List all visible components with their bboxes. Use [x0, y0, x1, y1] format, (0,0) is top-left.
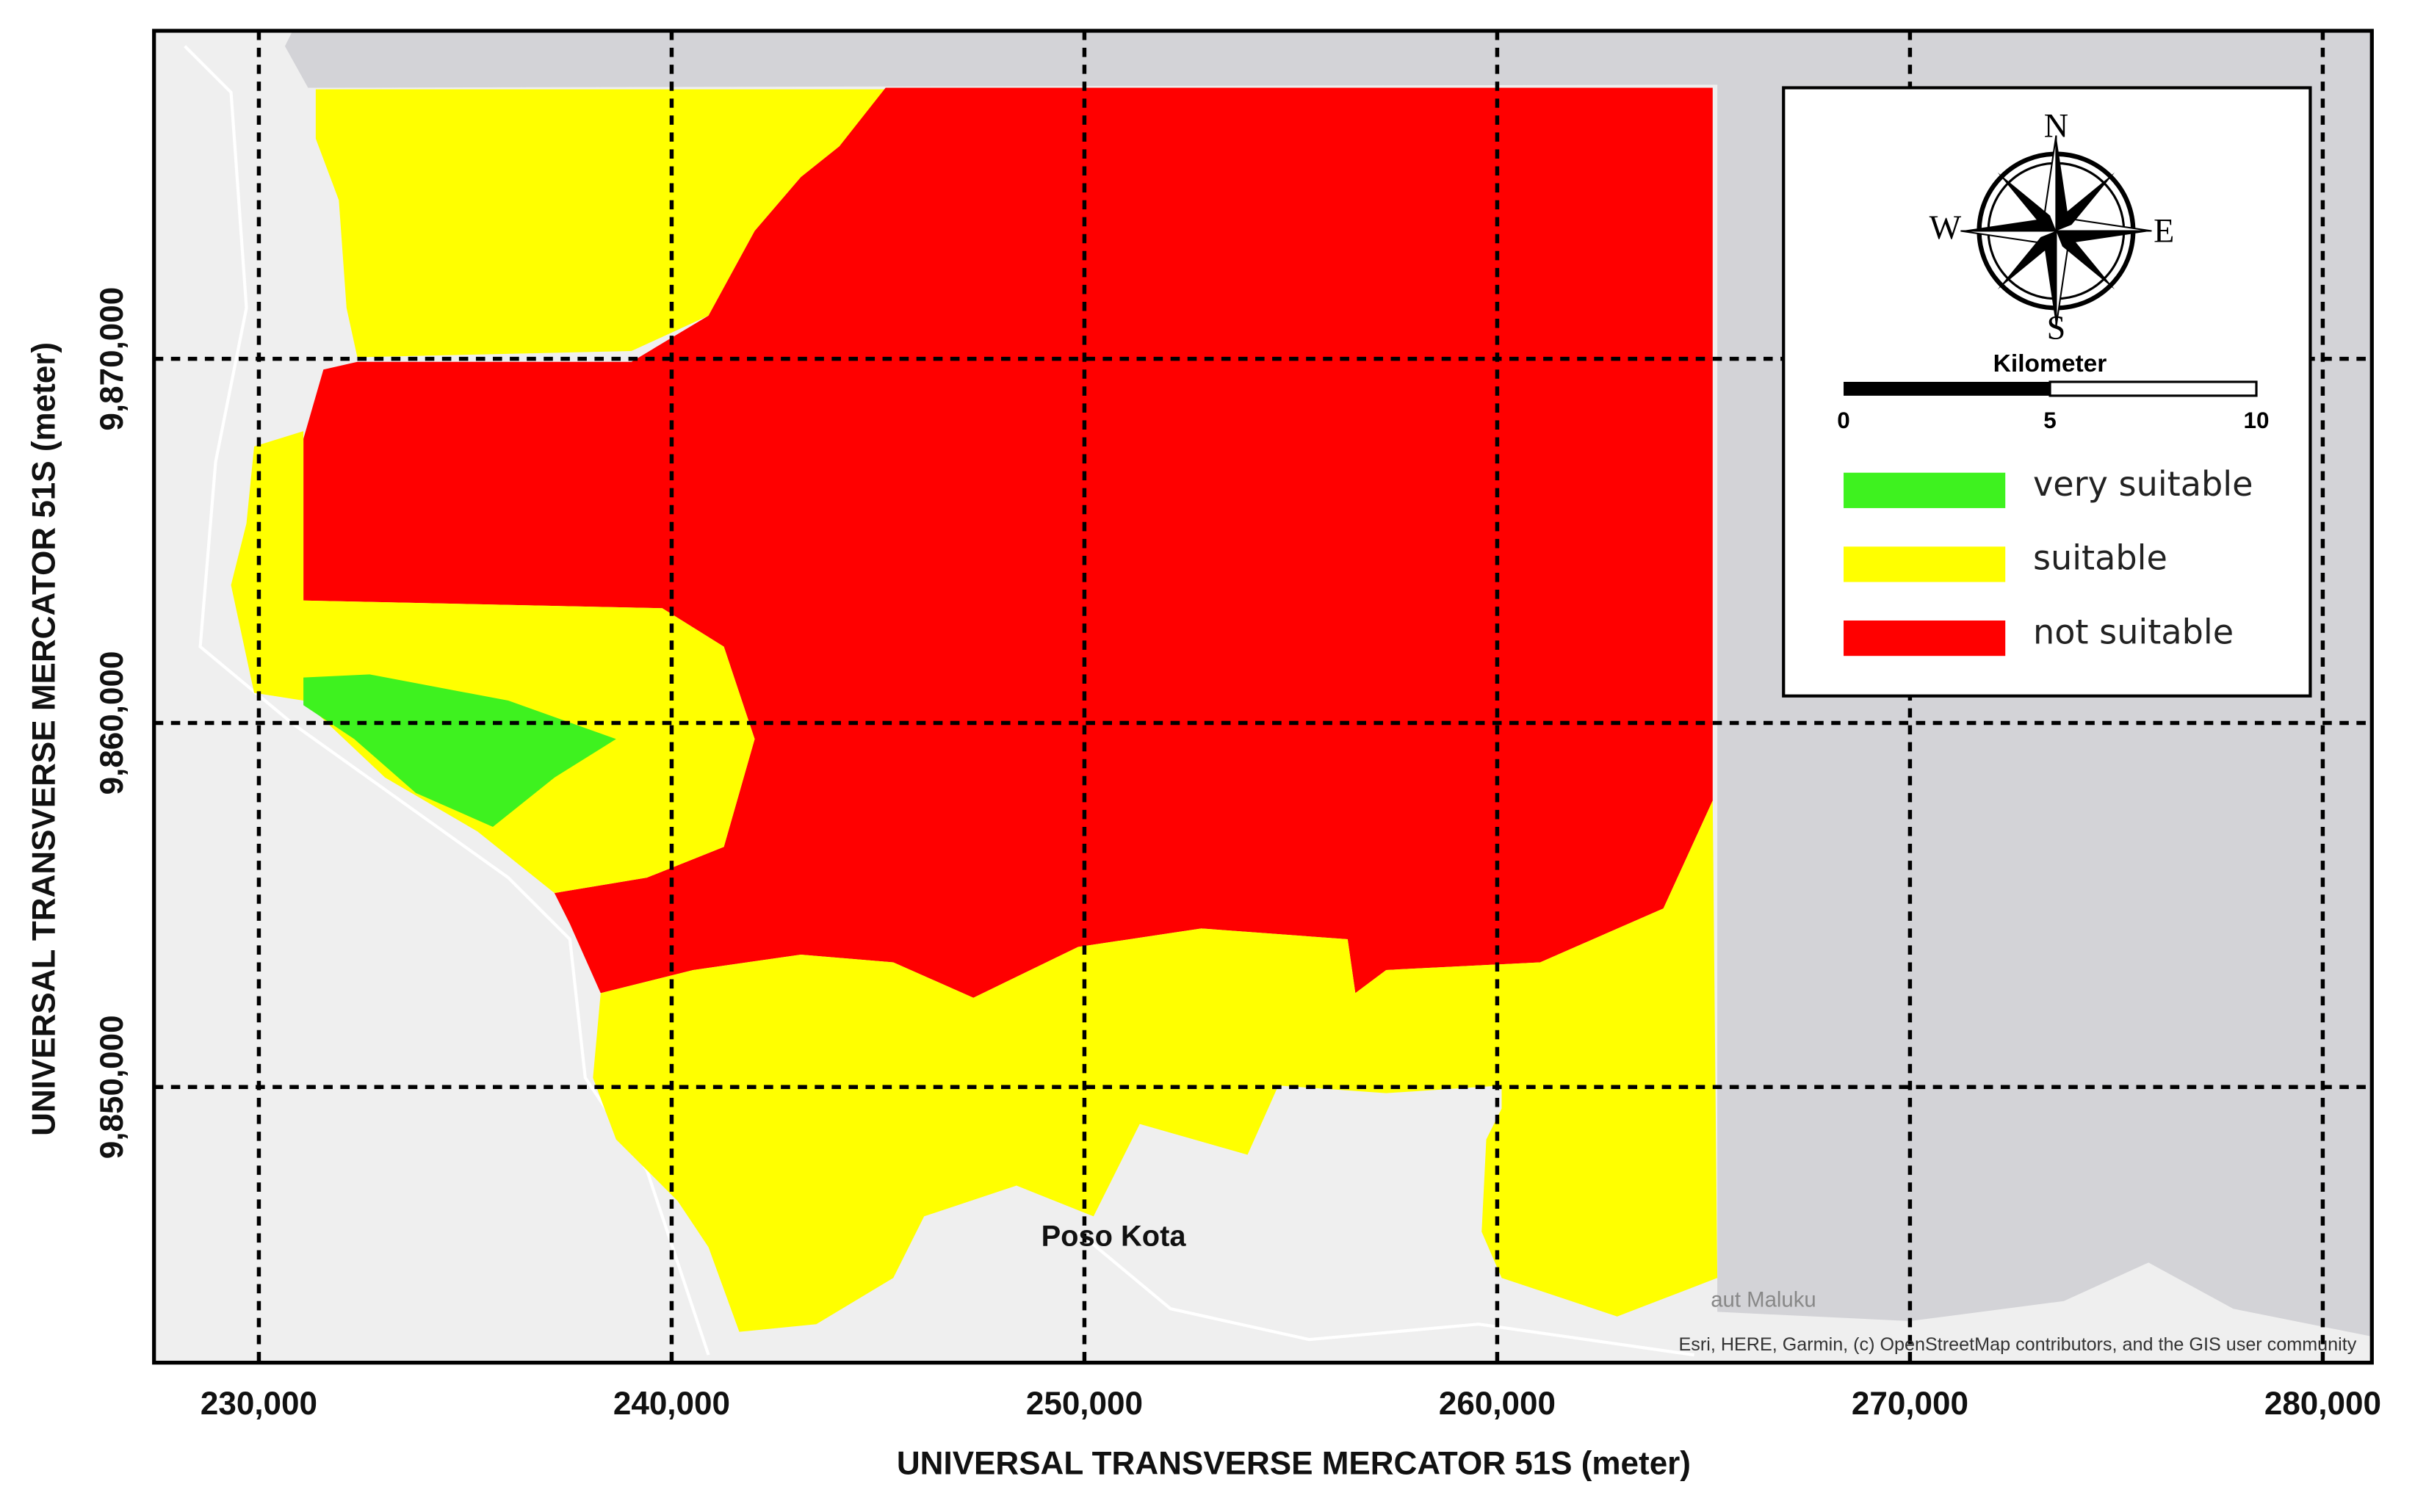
scale-tick-label: 10 [2244, 408, 2270, 433]
map-frame [152, 29, 2374, 1365]
place-label: aut Maluku [1711, 1287, 1816, 1312]
legend-swatch [1844, 620, 2006, 656]
x-axis-title: UNIVERSAL TRANSVERSE MERCATOR 51S (meter… [897, 1446, 1691, 1482]
y-tick-label: 9,850,000 [94, 1015, 130, 1159]
compass-south: S [2047, 308, 2066, 346]
suitability-zones [231, 87, 1718, 1332]
compass-west: W [1930, 209, 1962, 246]
attribution: Esri, HERE, Garmin, (c) OpenStreetMap co… [1679, 1334, 2357, 1355]
scale-segment [2048, 380, 2258, 397]
compass-north: N [2044, 107, 2068, 145]
y-axis-title: UNIVERSAL TRANSVERSE MERCATOR 51S (meter… [26, 342, 62, 1136]
zone-very-suitable [303, 674, 616, 827]
legend: N E S W Kilometer 0 5 10 very suitable suit… [1782, 86, 2312, 698]
zone-suitable [231, 431, 755, 894]
zone-suitable [593, 800, 1718, 1332]
legend-items: very suitable suitable not suitable [1844, 464, 2253, 656]
x-tick-label: 260,000 [1439, 1386, 1556, 1422]
compass-east: E [2154, 211, 2174, 249]
legend-label: not suitable [2033, 612, 2234, 651]
place-label: Poso Kota [1042, 1220, 1187, 1252]
x-tick-label: 250,000 [1026, 1386, 1143, 1422]
compass-rose [1960, 135, 2152, 327]
x-tick-label: 240,000 [613, 1386, 730, 1422]
scale-labels: 0 5 10 [1837, 408, 2269, 433]
scale-segment [1844, 381, 2051, 396]
x-tick-label: 270,000 [1852, 1386, 1968, 1422]
zone-not-suitable [303, 87, 1713, 998]
zone-suitable [315, 89, 886, 358]
x-tick-label: 230,000 [201, 1386, 317, 1422]
legend-swatch [1844, 546, 2006, 582]
scale-unit: Kilometer [1993, 350, 2107, 377]
scale-tick-label: 0 [1837, 408, 1849, 433]
y-tick-label: 9,870,000 [94, 287, 130, 431]
y-tick-label: 9,860,000 [94, 651, 130, 795]
grid [154, 30, 2372, 1363]
x-tick-label: 280,000 [2264, 1386, 2381, 1422]
legend-label: very suitable [2033, 464, 2253, 504]
legend-swatch [1844, 472, 2006, 508]
legend-label: suitable [2033, 538, 2167, 578]
road [1077, 1230, 1694, 1357]
scale-tick-label: 5 [2043, 408, 2056, 433]
